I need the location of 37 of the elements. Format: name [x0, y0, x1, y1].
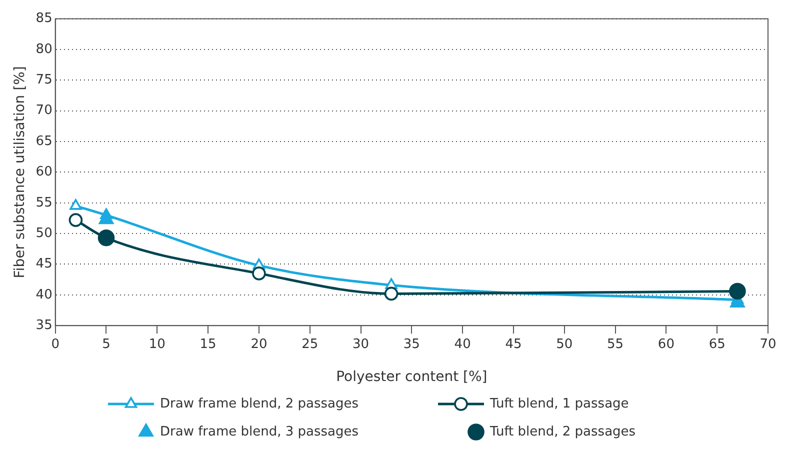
x-tick-label: 55	[607, 336, 624, 352]
x-tick-label: 70	[760, 336, 776, 352]
x-tick-label: 40	[454, 336, 471, 352]
y-tick-label: 35	[36, 318, 52, 333]
y-tick-label: 75	[36, 72, 52, 88]
x-tick-label: 65	[708, 336, 726, 352]
y-tick-label: 40	[36, 287, 52, 302]
x-tick-label: 25	[302, 336, 318, 352]
y-tick-label: 65	[36, 134, 52, 149]
y-axis-title: Fiber substance utilisation [%]	[12, 66, 28, 278]
y-tick-label: 45	[36, 256, 52, 272]
y-tick-label: 80	[36, 42, 52, 57]
point	[70, 199, 82, 210]
x-tick-label: 0	[51, 336, 60, 352]
x-tick-label: 35	[403, 336, 420, 352]
legend-label: Tuft blend, 1 passage	[489, 396, 629, 412]
x-axis-title: Polyester content [%]	[336, 369, 488, 386]
y-tick-label: 50	[36, 226, 52, 241]
point	[98, 211, 114, 224]
y-tick-label: 85	[36, 11, 52, 26]
x-tick-label: 45	[505, 336, 522, 352]
x-tick-label: 60	[658, 336, 674, 352]
y-tick-label: 60	[36, 164, 52, 180]
point	[68, 213, 83, 227]
x-tick-label: 5	[102, 336, 110, 352]
x-tick-label: 50	[556, 336, 573, 352]
x-tick-label: 30	[352, 336, 370, 352]
point	[252, 266, 266, 280]
x-tick-label: 20	[250, 336, 268, 352]
point	[384, 286, 398, 301]
x-tick-label: 15	[200, 336, 216, 352]
legend-label: Tuft blend, 2 passages	[489, 424, 636, 440]
legend-label: Draw frame blend, 3 passages	[160, 424, 359, 440]
legend-label: Draw frame blend, 2 passages	[160, 396, 359, 412]
x-tick-label: 10	[148, 336, 166, 352]
y-tick-label: 55	[36, 195, 52, 210]
y-tick-label: 70	[36, 103, 52, 118]
